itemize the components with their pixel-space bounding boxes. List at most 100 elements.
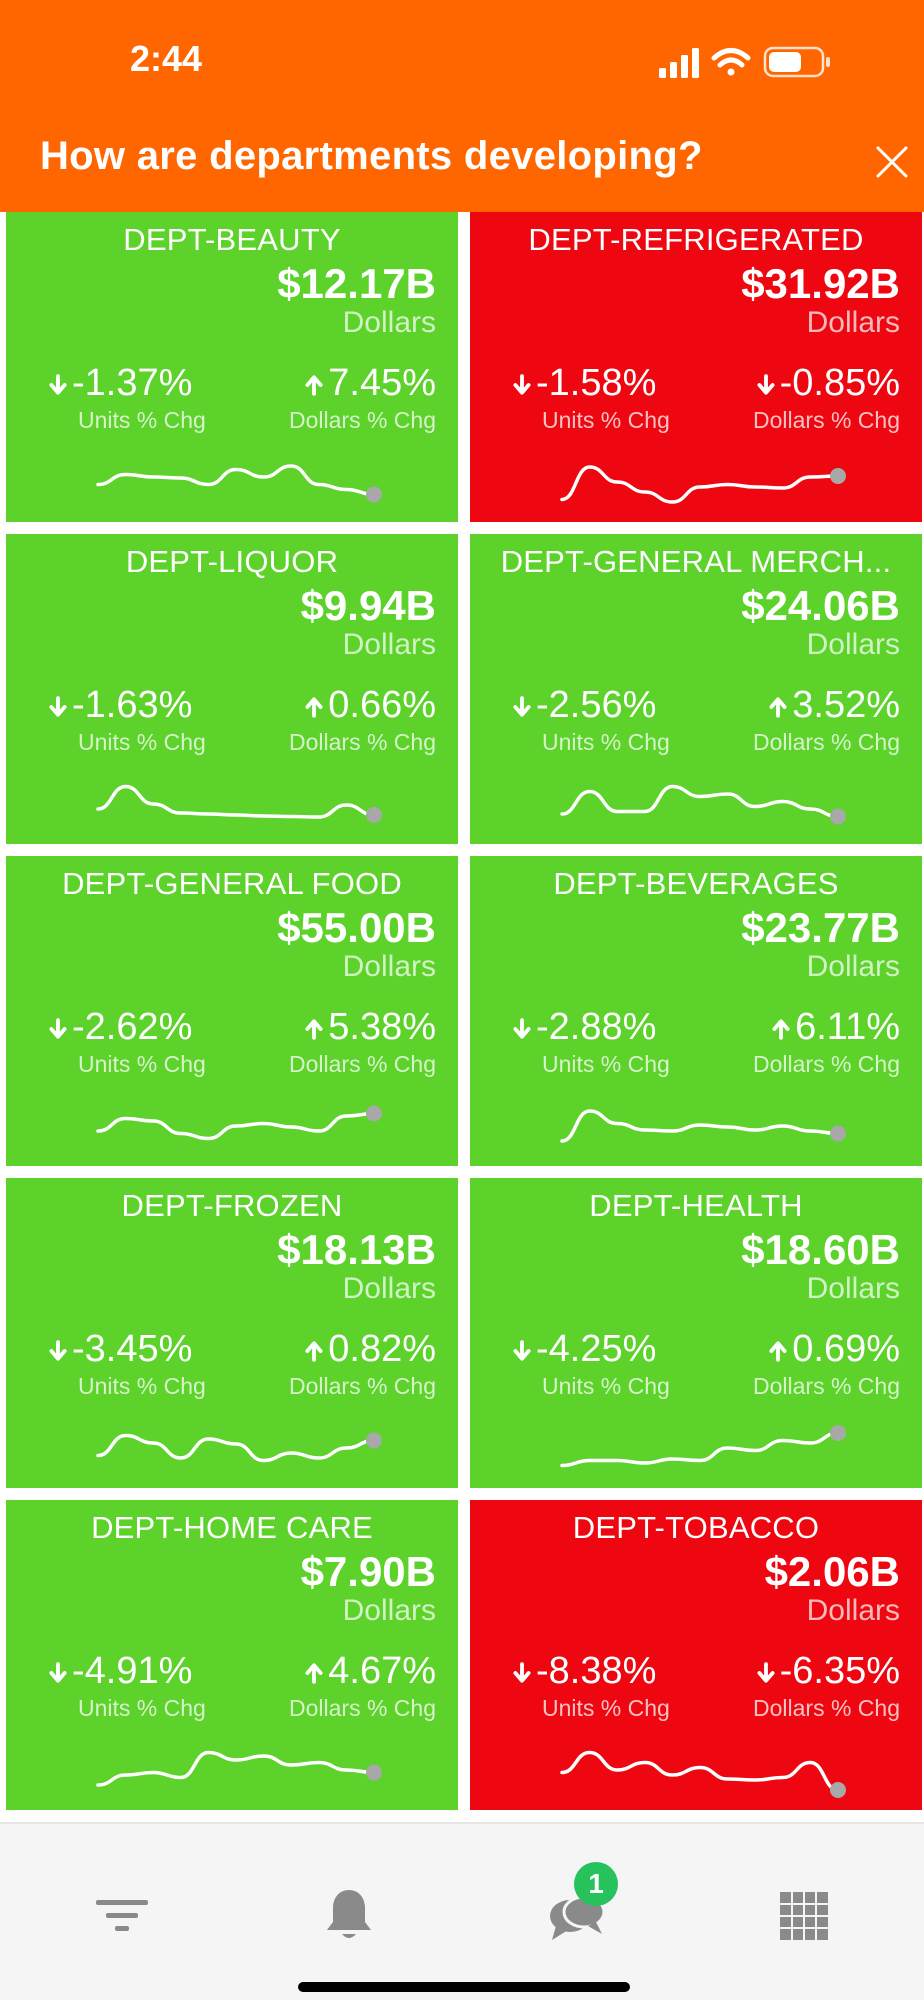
- home-indicator: [298, 1982, 630, 1992]
- dollars-change: 3.52% Dollars % Chg: [710, 684, 900, 756]
- units-change: -2.88% Units % Chg: [512, 1006, 692, 1078]
- units-change: -1.63% Units % Chg: [48, 684, 228, 756]
- department-card[interactable]: DEPT-FROZEN $18.13B Dollars -3.45% Units % C…: [6, 1178, 458, 1488]
- sparkline-end-dot: [830, 1425, 846, 1441]
- sparkline-path: [96, 464, 376, 497]
- department-name: DEPT-BEAUTY: [123, 222, 341, 257]
- department-card[interactable]: DEPT-HEALTH $18.60B Dollars -4.25% Units % C…: [470, 1178, 922, 1488]
- dollars-pct: 3.52%: [710, 684, 900, 727]
- grid-icon[interactable]: [772, 1884, 836, 1948]
- value-label: Dollars: [342, 628, 436, 661]
- arrow-down-icon: [49, 1018, 67, 1039]
- units-pct: -1.58%: [512, 362, 692, 405]
- units-change: -4.25% Units % Chg: [512, 1328, 692, 1400]
- dollars-pct-value: 4.67%: [328, 1650, 436, 1692]
- dollars-pct-value: 7.45%: [328, 362, 436, 404]
- units-change: -4.91% Units % Chg: [48, 1650, 228, 1722]
- arrow-down-icon: [513, 374, 531, 395]
- filter-icon[interactable]: [90, 1884, 154, 1948]
- arrow-down-icon: [49, 1340, 67, 1361]
- dollars-change: -6.35% Dollars % Chg: [710, 1650, 900, 1722]
- units-pct-value: -8.38%: [536, 1650, 657, 1692]
- sparkline-end-dot: [830, 808, 846, 825]
- department-card[interactable]: DEPT-BEVERAGES $23.77B Dollars -2.88% Units …: [470, 856, 922, 1166]
- department-name: DEPT-HOME CARE: [91, 1510, 373, 1545]
- trend-sparkline: [96, 784, 382, 823]
- trend-sparkline: [560, 1425, 846, 1468]
- dollars-pct-label: Dollars % Chg: [753, 729, 900, 755]
- units-pct-label: Units % Chg: [542, 1373, 670, 1399]
- sparkline-path: [96, 1111, 376, 1141]
- units-pct-value: -2.62%: [72, 1006, 193, 1048]
- dollars-change: 4.67% Dollars % Chg: [246, 1650, 436, 1722]
- department-card[interactable]: DEPT-GENERAL FOOD $55.00B Dollars -2.62% Uni…: [6, 856, 458, 1166]
- close-icon[interactable]: [872, 142, 912, 182]
- value-label: Dollars: [806, 628, 900, 661]
- trend-sparkline: [96, 1432, 382, 1463]
- value-label: Dollars: [342, 1594, 436, 1627]
- department-card[interactable]: DEPT-HOME CARE $7.90B Dollars -4.91% Units %…: [6, 1500, 458, 1810]
- dollars-pct-label: Dollars % Chg: [753, 1695, 900, 1721]
- units-pct-label: Units % Chg: [542, 729, 670, 755]
- value-label: Dollars: [806, 306, 900, 339]
- sparkline-path: [560, 1750, 840, 1792]
- department-value: $55.00B: [277, 904, 436, 951]
- trend-sparkline: [560, 784, 846, 825]
- units-pct: -8.38%: [512, 1650, 692, 1693]
- dollars-pct-value: 0.66%: [328, 684, 436, 726]
- department-name: DEPT-TOBACCO: [572, 1510, 820, 1545]
- units-pct-label: Units % Chg: [78, 407, 206, 433]
- sparkline-path: [560, 1109, 840, 1143]
- units-pct-value: -1.58%: [536, 362, 657, 404]
- arrow-up-icon: [305, 697, 323, 718]
- dollars-change: 7.45% Dollars % Chg: [246, 362, 436, 434]
- dollars-pct: -6.35%: [710, 1650, 900, 1693]
- units-change: -2.62% Units % Chg: [48, 1006, 228, 1078]
- bell-icon[interactable]: [317, 1884, 381, 1948]
- arrow-up-icon: [305, 1019, 323, 1040]
- units-pct-label: Units % Chg: [542, 1051, 670, 1077]
- units-pct: -2.62%: [48, 1006, 228, 1049]
- units-pct-label: Units % Chg: [78, 729, 206, 755]
- dollars-change: 0.66% Dollars % Chg: [246, 684, 436, 756]
- units-change: -1.58% Units % Chg: [512, 362, 692, 434]
- units-pct-value: -4.25%: [536, 1328, 657, 1370]
- signal-icon: [659, 48, 699, 78]
- units-change: -2.56% Units % Chg: [512, 684, 692, 756]
- dollars-pct-value: 0.82%: [328, 1328, 436, 1370]
- department-name: DEPT-GENERAL FOOD: [62, 866, 402, 901]
- units-pct-label: Units % Chg: [542, 1695, 670, 1721]
- arrow-down-icon: [49, 696, 67, 717]
- dollars-pct-value: -6.35%: [779, 1650, 900, 1692]
- dollars-pct-label: Dollars % Chg: [289, 1695, 436, 1721]
- dollars-change: 5.38% Dollars % Chg: [246, 1006, 436, 1078]
- dollars-pct-value: 6.11%: [795, 1006, 900, 1048]
- units-pct-label: Units % Chg: [78, 1051, 206, 1077]
- units-pct-value: -2.56%: [536, 684, 657, 726]
- dollars-pct-value: 5.38%: [328, 1006, 436, 1048]
- department-name: DEPT-HEALTH: [589, 1188, 803, 1223]
- sparkline-path: [96, 1433, 376, 1463]
- units-pct-label: Units % Chg: [78, 1695, 206, 1721]
- units-pct-label: Units % Chg: [78, 1373, 206, 1399]
- arrow-up-icon: [305, 1341, 323, 1362]
- units-pct-value: -4.91%: [72, 1650, 193, 1692]
- tab-bar: 1: [0, 1822, 924, 2000]
- dollars-pct-value: 3.52%: [792, 684, 900, 726]
- department-card[interactable]: DEPT-GENERAL MERCH... $24.06B Dollars -2.56…: [470, 534, 922, 844]
- dollars-pct: 4.67%: [246, 1650, 436, 1693]
- department-card[interactable]: DEPT-TOBACCO $2.06B Dollars -8.38% Units % C…: [470, 1500, 922, 1810]
- units-pct-value: -1.37%: [72, 362, 193, 404]
- sparkline-path: [560, 465, 840, 504]
- department-card[interactable]: DEPT-BEAUTY $12.17B Dollars -1.37% Units % C…: [6, 212, 458, 522]
- sparkline-end-dot: [830, 1125, 846, 1142]
- units-pct: -4.25%: [512, 1328, 692, 1371]
- dollars-pct: 0.69%: [710, 1328, 900, 1371]
- units-pct: -4.91%: [48, 1650, 228, 1693]
- units-pct-value: -1.63%: [72, 684, 193, 726]
- department-card[interactable]: DEPT-LIQUOR $9.94B Dollars -1.63% Units % Ch…: [6, 534, 458, 844]
- arrow-up-icon: [772, 1019, 790, 1040]
- dollars-pct: 0.82%: [246, 1328, 436, 1371]
- dollars-change: -0.85% Dollars % Chg: [710, 362, 900, 434]
- department-card[interactable]: DEPT-REFRIGERATED $31.92B Dollars -1.58% Uni…: [470, 212, 922, 522]
